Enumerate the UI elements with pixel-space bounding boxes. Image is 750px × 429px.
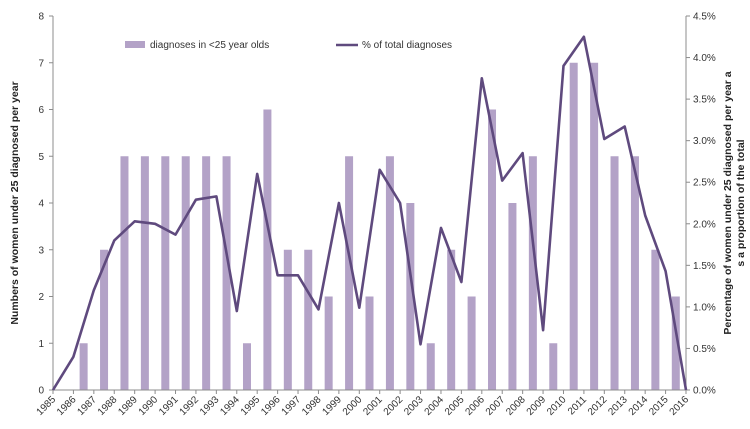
legend-line-label: % of total diagnoses [362, 40, 452, 51]
x-tick-label: 1999 [320, 394, 344, 418]
bar [140, 156, 149, 390]
bar [569, 62, 578, 390]
x-tick-label: 1995 [239, 394, 263, 418]
x-tick-label: 1987 [75, 394, 99, 418]
right-tick-label: 1.5% [693, 261, 716, 272]
left-tick-label: 7 [38, 58, 44, 69]
right-tick-label: 1.0% [693, 302, 716, 313]
left-tick-label: 8 [38, 12, 44, 23]
x-tick-label: 2003 [402, 394, 426, 418]
right-tick-label: 4.0% [693, 53, 716, 64]
x-tick-label: 2012 [586, 394, 610, 418]
right-axis-title-line2: s a proportion of the total [735, 139, 747, 266]
bar [549, 343, 558, 390]
x-tick-label: 1997 [280, 394, 304, 418]
bar [202, 156, 211, 390]
bar [120, 156, 129, 390]
right-axis-title-line1: Percentage of women under 25 diagnosed p… [722, 71, 734, 334]
bar [304, 249, 313, 390]
legend-bar-label: diagnoses in <25 year olds [150, 40, 269, 51]
bar [324, 296, 333, 390]
left-tick-label: 5 [38, 152, 44, 163]
x-tick-label: 2014 [627, 394, 651, 418]
x-tick-label: 2015 [647, 394, 671, 418]
right-tick-label: 3.5% [693, 95, 716, 106]
x-tick-label: 1994 [218, 394, 242, 418]
bar [630, 156, 639, 390]
bar [610, 156, 619, 390]
bar [100, 249, 109, 390]
bar [488, 109, 497, 390]
bar [79, 343, 88, 390]
legend: diagnoses in <25 year olds % of total di… [125, 40, 452, 51]
bar [283, 249, 292, 390]
bar [528, 156, 537, 390]
x-tick-label: 2009 [525, 394, 549, 418]
x-axis-ticks: 1985198619871988198919901991199219931994… [35, 394, 692, 418]
x-tick-label: 2005 [443, 394, 467, 418]
x-tick-label: 2001 [361, 394, 385, 418]
left-tick-label: 2 [38, 292, 44, 303]
right-tick-label: 2.5% [693, 178, 716, 189]
x-tick-label: 2006 [463, 394, 487, 418]
bar [365, 296, 374, 390]
bar [161, 156, 170, 390]
left-tick-label: 1 [38, 339, 44, 350]
x-tick-label: 2016 [668, 394, 692, 418]
x-tick-label: 2010 [545, 394, 569, 418]
x-tick-label: 1996 [259, 394, 283, 418]
bar [426, 343, 435, 390]
axes [49, 15, 690, 394]
line-series [51, 35, 688, 391]
bar [447, 249, 456, 390]
bar [181, 156, 190, 390]
bar [222, 156, 231, 390]
x-tick-label: 2004 [423, 394, 447, 418]
x-tick-label: 1988 [96, 394, 120, 418]
bar [385, 156, 394, 390]
bar [508, 203, 517, 390]
right-tick-label: 4.5% [693, 12, 716, 23]
x-tick-label: 1998 [300, 394, 324, 418]
bar [590, 62, 599, 390]
right-tick-label: 3.0% [693, 136, 716, 147]
bar [263, 109, 272, 390]
left-tick-label: 3 [38, 245, 44, 256]
x-tick-label: 1990 [137, 394, 161, 418]
x-tick-label: 1991 [157, 394, 181, 418]
x-tick-label: 1985 [35, 394, 59, 418]
x-tick-label: 2007 [484, 394, 508, 418]
x-tick-label: 1993 [198, 394, 222, 418]
left-tick-label: 4 [38, 199, 44, 210]
right-axis-ticks: 0.0% 0.5% 1.0% 1.5% 2.0% 2.5% 3.0% 3.5% 4.0% 4.5% [693, 12, 716, 397]
x-tick-label: 2002 [382, 394, 406, 418]
left-tick-label: 0 [38, 386, 44, 397]
x-tick-label: 2000 [341, 394, 365, 418]
bar [345, 156, 354, 390]
bar [651, 249, 660, 390]
left-axis-title: Numbers of women under 25 diagnosed per … [9, 81, 21, 324]
legend-bar-swatch [125, 41, 145, 48]
x-tick-label: 1986 [55, 394, 79, 418]
x-tick-label: 1989 [116, 394, 140, 418]
bar-series [79, 62, 680, 390]
right-tick-label: 0.0% [693, 386, 716, 397]
x-tick-label: 1992 [178, 394, 202, 418]
right-tick-label: 0.5% [693, 344, 716, 355]
left-axis-ticks: 0 1 2 3 4 5 6 7 8 [38, 12, 44, 397]
left-tick-label: 6 [38, 105, 44, 116]
x-tick-label: 2011 [566, 394, 589, 417]
bar [467, 296, 476, 390]
bar [671, 296, 680, 390]
bar [242, 343, 251, 390]
right-tick-label: 2.0% [693, 219, 716, 230]
x-tick-label: 2008 [504, 394, 528, 418]
x-tick-label: 2013 [606, 394, 630, 418]
bar [406, 203, 415, 390]
